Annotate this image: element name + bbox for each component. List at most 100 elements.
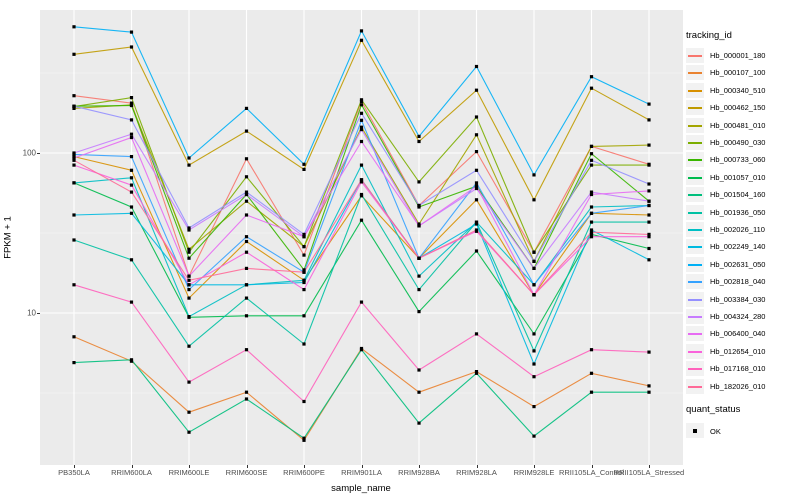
quant-status-legend-title: quant_status <box>686 404 741 415</box>
data-point <box>244 314 249 318</box>
data-point <box>647 232 651 236</box>
data-point <box>532 293 536 297</box>
data-point <box>417 180 421 184</box>
data-point <box>359 348 364 352</box>
x-tick-label-RRIM600PE: RRIM600PE <box>283 468 325 477</box>
data-point <box>129 96 134 100</box>
data-point <box>589 152 594 156</box>
legend-key <box>686 256 704 272</box>
data-point <box>302 167 306 171</box>
data-point <box>474 198 479 202</box>
legend-key <box>686 222 704 237</box>
data-point <box>72 163 76 167</box>
data-point <box>302 253 306 257</box>
data-point <box>302 436 306 440</box>
data-point <box>647 235 651 239</box>
data-point <box>647 203 651 208</box>
data-point <box>187 226 191 230</box>
data-point <box>532 250 536 254</box>
data-point <box>72 106 76 110</box>
data-point <box>589 205 594 209</box>
legend-line-swatch <box>688 124 702 127</box>
data-point <box>72 238 76 242</box>
data-point <box>244 390 249 394</box>
data-point <box>72 283 76 287</box>
data-point <box>129 205 134 209</box>
data-point <box>72 361 76 365</box>
data-point <box>474 184 479 188</box>
data-point <box>129 132 134 136</box>
data-point <box>359 111 364 115</box>
data-point <box>532 266 536 270</box>
data-point <box>417 256 421 260</box>
data-point <box>647 213 651 217</box>
legend-key <box>686 187 704 203</box>
legend-key <box>686 291 704 307</box>
data-point <box>474 220 479 224</box>
x-tick-mark <box>591 465 593 468</box>
x-tick-mark <box>74 465 75 468</box>
data-point <box>589 371 594 375</box>
data-point <box>187 228 191 232</box>
x-tick-label-RRIM600LE: RRIM600LE <box>168 468 210 477</box>
data-point <box>417 134 421 138</box>
data-point <box>589 158 594 162</box>
legend-key <box>686 135 704 150</box>
x-tick-mark <box>361 465 363 468</box>
data-point <box>474 186 479 191</box>
plot-canvas <box>40 10 683 465</box>
x-tick-mark <box>304 465 305 468</box>
legend-key <box>686 309 704 324</box>
legend-label: Hb_001504_160 <box>710 190 766 200</box>
data-point <box>589 144 594 148</box>
data-point <box>417 224 421 228</box>
legend-key <box>686 152 704 168</box>
data-point <box>129 300 134 304</box>
data-point <box>244 129 249 133</box>
data-point <box>359 128 364 132</box>
ok-point-icon <box>693 429 697 433</box>
data-point <box>474 249 479 253</box>
legend-key <box>686 343 704 359</box>
legend-key <box>686 274 704 290</box>
data-point <box>244 266 249 270</box>
data-point <box>359 192 364 197</box>
data-point <box>589 235 594 239</box>
data-point <box>589 75 594 79</box>
legend-label: Hb_002026_110 <box>710 225 765 234</box>
data-point <box>129 211 134 215</box>
x-tick-label-RRIM928BA: RRIM928BA <box>398 468 440 477</box>
x-tick-mark <box>649 465 650 468</box>
legend-line-swatch <box>688 316 702 318</box>
data-point <box>474 88 479 92</box>
data-point <box>187 380 191 384</box>
data-point <box>474 181 479 185</box>
legend-title: tracking_id <box>686 30 732 41</box>
data-point <box>532 173 536 177</box>
data-point <box>589 211 594 215</box>
data-point <box>417 310 421 314</box>
legend-line-swatch <box>688 246 702 249</box>
data-point <box>647 102 651 106</box>
data-point <box>359 38 364 42</box>
x-tick-mark <box>189 465 190 468</box>
data-point <box>72 181 76 185</box>
data-point <box>244 296 249 300</box>
data-point <box>417 203 421 208</box>
data-point <box>532 349 536 353</box>
data-point <box>244 192 249 197</box>
data-point <box>244 239 249 244</box>
x-tick-mark <box>131 465 133 468</box>
data-point <box>129 258 134 262</box>
x-tick-label-RRIM928LA: RRIM928LA <box>456 468 497 477</box>
data-point <box>532 332 536 336</box>
legend-key <box>686 169 704 185</box>
data-point <box>474 168 479 172</box>
legend-label: Hb_182026_010 <box>710 381 766 391</box>
data-point <box>359 98 364 102</box>
x-tick-mark <box>419 465 420 468</box>
x-axis-title: sample_name <box>331 483 391 494</box>
data-point <box>532 198 536 202</box>
legend-line-swatch <box>688 211 702 214</box>
legend-label: Hb_006400_040 <box>710 329 766 339</box>
